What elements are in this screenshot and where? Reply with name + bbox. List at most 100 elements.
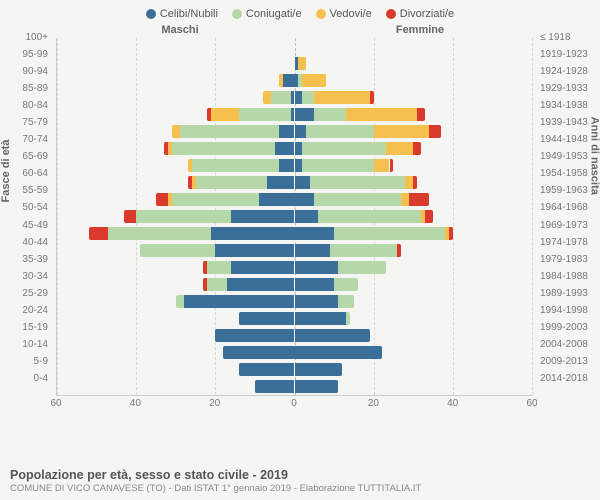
segment-male [184,295,295,309]
chart-title: Popolazione per età, sesso e stato civil… [10,468,590,483]
pyramid-chart: Fasce di età Anni di nascita 60402002040… [8,38,592,418]
segment-male [259,193,295,207]
segment-male [207,261,231,275]
segment-male [279,125,295,139]
segment-male [271,91,291,105]
segment-female [346,312,350,326]
x-tick: 60 [526,398,537,409]
segment-female [302,74,326,88]
segment-male [255,380,295,394]
segment-male [279,74,283,88]
pyramid-row [57,242,532,259]
birth-year-label: 2014-2018 [536,379,592,396]
segment-male [203,261,207,275]
segment-female [295,176,311,190]
segment-female [295,346,382,360]
x-tick: 40 [447,398,458,409]
segment-female [295,329,370,343]
segment-male [180,125,279,139]
segment-female [314,108,346,122]
segment-male [203,278,207,292]
x-axis-ticks: 6040200204060 [56,398,532,412]
pyramid-row [57,174,532,191]
segment-female [295,278,335,292]
chart-subtitle: COMUNE DI VICO CANAVESE (TO) - Dati ISTA… [10,483,590,494]
pyramid-row [57,327,532,344]
segment-male [227,278,294,292]
segment-male [215,329,294,343]
segment-female [425,210,433,224]
segment-male [211,227,294,241]
segment-male [108,227,211,241]
segment-female [295,108,315,122]
segment-male [172,142,275,156]
segment-female [295,142,303,156]
segment-male [192,159,279,173]
segment-male [239,312,294,326]
x-tick: 20 [209,398,220,409]
x-tick: 0 [291,398,297,409]
segment-female [338,261,386,275]
segment-male [140,244,215,258]
pyramid-row [57,38,532,55]
segment-female [334,278,358,292]
segment-female [449,227,453,241]
segment-male [283,74,295,88]
segment-female [295,363,343,377]
segment-female [386,142,414,156]
segment-male [215,244,294,258]
legend-label: Celibi/Nubili [160,8,218,20]
legend-swatch [386,9,396,19]
segment-male [192,176,196,190]
segment-male [239,108,290,122]
segment-female [310,176,405,190]
segment-male [168,193,172,207]
pyramid-row [57,361,532,378]
segment-female [295,312,346,326]
segment-male [223,346,294,360]
segment-female [334,227,445,241]
pyramid-row [57,310,532,327]
pyramid-row [57,208,532,225]
segment-female [413,176,417,190]
segment-male [275,142,295,156]
pyramid-row [57,123,532,140]
legend-swatch [232,9,242,19]
segment-female [397,244,401,258]
segment-male [164,142,168,156]
segment-female [390,159,394,173]
segment-female [338,295,354,309]
pyramid-row [57,344,532,361]
pyramid-row [57,293,532,310]
segment-male [172,125,180,139]
segment-female [295,227,335,241]
segment-female [295,91,303,105]
segment-male [156,193,168,207]
legend-item: Celibi/Nubili [146,8,218,20]
header-female: Femmine [300,24,540,36]
segment-male [279,159,295,173]
legend-swatch [146,9,156,19]
header-male: Maschi [60,24,300,36]
segment-female [330,244,397,258]
pyramid-row [57,72,532,89]
segment-female [370,91,374,105]
segment-female [429,125,441,139]
segment-male [207,108,211,122]
pyramid-row [57,191,532,208]
legend-swatch [316,9,326,19]
pyramid-row [57,157,532,174]
segment-female [417,108,425,122]
segment-female [346,108,417,122]
segment-male [188,159,192,173]
segment-female [302,142,385,156]
x-tick: 20 [368,398,379,409]
segment-female [295,295,339,309]
pyramid-row [57,89,532,106]
pyramid-row [57,378,532,395]
segment-female [318,210,421,224]
legend-item: Divorziati/e [386,8,454,20]
segment-female [295,159,303,173]
segment-female [302,159,373,173]
segment-female [295,193,315,207]
